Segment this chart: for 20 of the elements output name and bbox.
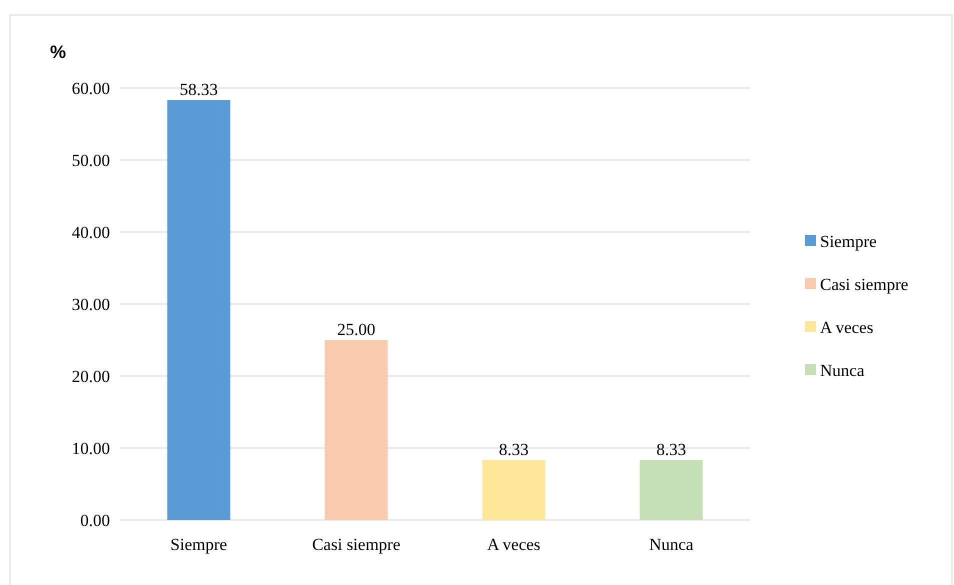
legend-label: Nunca bbox=[820, 361, 865, 380]
legend-label: Casi siempre bbox=[820, 275, 908, 294]
y-tick-label: 0.00 bbox=[80, 511, 110, 530]
y-axis-title: % bbox=[50, 42, 66, 62]
x-tick-label: Casi siempre bbox=[312, 535, 400, 554]
y-tick-label: 20.00 bbox=[72, 367, 110, 386]
x-tick-label: A veces bbox=[487, 535, 540, 554]
y-tick-label: 10.00 bbox=[72, 439, 110, 458]
data-label: 25.00 bbox=[337, 320, 376, 339]
y-tick-label: 40.00 bbox=[72, 223, 110, 242]
data-label: 58.33 bbox=[180, 80, 218, 100]
y-tick-label: 50.00 bbox=[72, 151, 110, 170]
y-tick-label: 30.00 bbox=[72, 295, 110, 314]
legend-label: Siempre bbox=[820, 232, 877, 251]
x-tick-label: Nunca bbox=[649, 535, 694, 554]
data-label: 8.33 bbox=[656, 440, 686, 460]
y-tick-label: 60.00 bbox=[72, 79, 110, 98]
data-label: 8.33 bbox=[498, 440, 529, 460]
legend-label: A veces bbox=[820, 318, 874, 337]
x-tick-label: Siempre bbox=[170, 535, 228, 554]
